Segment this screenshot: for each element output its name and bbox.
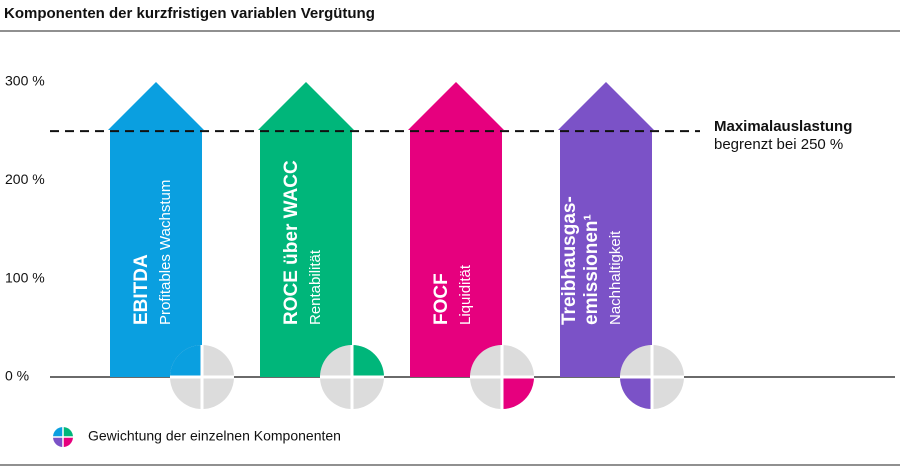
chart-title: Komponenten der kurzfristigen variablen … [4,5,375,22]
arrow-subtitle: Profitables Wachstum [157,180,174,325]
arrow-subtitle: Rentabilität [307,249,324,325]
arrow-subtitle: Nachhaltigkeit [607,230,624,325]
weight-segment [620,377,652,409]
arrow-labels: FOCF Liquidität [431,264,474,325]
legend-icon-segment [63,427,73,437]
arrow-name: EBITDA [131,254,152,325]
arrow-name: ROCE über WACC [281,160,302,325]
arrow-labels: EBITDA Profitables Wachstum [131,180,174,325]
arrow [408,82,504,377]
arrow-name: FOCF [431,273,452,325]
y-tick-label: 100 % [5,269,45,285]
y-tick-label: 0 % [5,368,29,384]
arrow [108,82,204,377]
arrow-name: Treibhausgas- [559,196,580,325]
legend-icon-segment [63,437,73,447]
cap-title: Maximalauslastung [714,118,852,135]
cap-text: begrenzt bei 250 % [714,136,843,153]
legend-label: Gewichtung der einzelnen Komponenten [88,428,341,444]
y-tick-label: 200 % [5,171,45,187]
arrow-name: emissionen¹ [581,214,602,325]
arrow-subtitle: Liquidität [457,264,474,325]
arrow-labels: Treibhausgas-emissionen¹ Nachhaltigkeit [559,196,624,325]
arrow [258,82,354,377]
arrow-labels: ROCE über WACC Rentabilität [281,160,324,325]
weight-segment [502,377,534,409]
legend-icon-segment [53,427,63,437]
arrow [558,82,654,377]
y-tick-label: 300 % [5,73,45,89]
weight-segment [170,345,202,377]
weight-segment [352,345,384,377]
legend-icon-segment [53,437,63,447]
